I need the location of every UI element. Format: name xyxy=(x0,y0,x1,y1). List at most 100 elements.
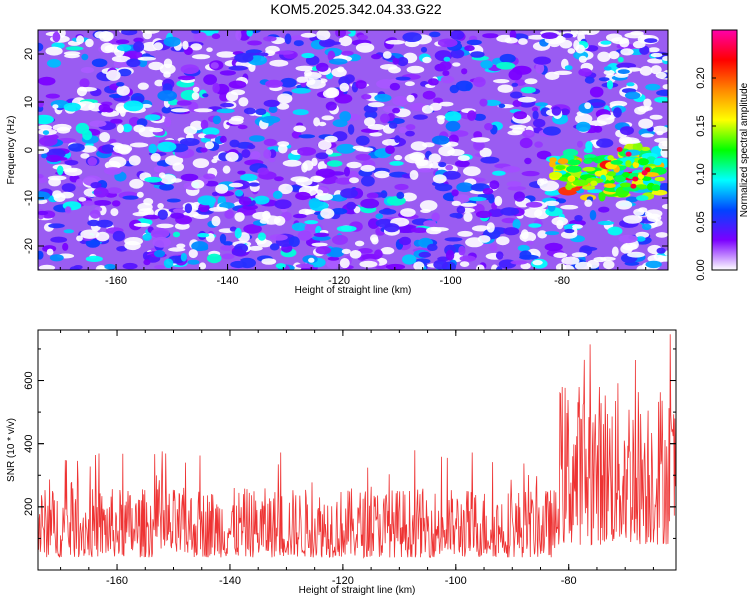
spectrogram-cell xyxy=(645,83,661,91)
spectrogram-cell xyxy=(607,226,623,236)
spectrogram-cell xyxy=(276,103,290,110)
spectrogram-cell xyxy=(261,258,277,265)
spectrogram-cell xyxy=(464,45,475,52)
spectrogram-cell xyxy=(346,201,356,211)
spectrogram-cell xyxy=(354,240,365,247)
spectrogram-cell xyxy=(657,255,668,262)
spectrogram-cell xyxy=(447,149,465,156)
spectrogram-cell xyxy=(531,106,539,112)
spectrogram-cell xyxy=(247,144,256,150)
spectrogram-cell xyxy=(437,38,458,48)
spectrogram-cell xyxy=(360,198,380,209)
spectrogram-cell xyxy=(366,192,379,199)
spectrogram-cell xyxy=(331,67,347,78)
spectrogram-cell xyxy=(561,256,580,265)
snr-panel: -160 -140 -120 -100 -80 200 400 600 Height of … xyxy=(6,329,677,596)
spectrogram-cell xyxy=(652,184,661,191)
spectrogram-cell xyxy=(591,102,605,107)
spectrogram-cell xyxy=(332,234,348,245)
spectrogram-cell xyxy=(654,137,668,143)
spectrogram-cell xyxy=(439,60,452,71)
spectrogram-cell xyxy=(398,126,407,134)
colorbar-tick-label: 0.20 xyxy=(695,67,707,88)
spectrogram-cell xyxy=(330,208,348,215)
spectrogram-cell xyxy=(326,258,340,269)
spectrogram-cell xyxy=(614,175,626,183)
spectrogram-cell xyxy=(625,151,632,157)
spectrogram-cell xyxy=(200,119,209,130)
spectrogram-cell xyxy=(420,46,428,53)
spectrogram-cell xyxy=(340,188,358,199)
spectrogram-cell xyxy=(480,60,493,69)
spectrogram-cell xyxy=(433,97,443,104)
spectrogram-cell xyxy=(133,41,145,53)
spectrogram-cell xyxy=(567,48,576,54)
spectrogram-cell xyxy=(603,260,615,270)
spectrogram-cell xyxy=(112,230,126,242)
spectrogram-cell xyxy=(211,215,221,227)
spectrogram-cell xyxy=(589,210,597,221)
spectrogram-cell xyxy=(419,200,438,212)
spectrogram-cell xyxy=(429,31,441,38)
spectrogram-cell xyxy=(106,69,121,81)
spectrogram-cell xyxy=(191,54,211,60)
spectrogram-cell xyxy=(361,175,375,187)
spectrogram-cell xyxy=(395,76,411,81)
spectrogram-cell xyxy=(557,158,569,165)
spectrogram-cell xyxy=(617,56,624,63)
spectrogram-cell xyxy=(438,161,447,168)
spectrogram-cell xyxy=(142,233,152,241)
spectrogram-cell xyxy=(597,51,611,62)
spectrogram-cell xyxy=(224,209,235,219)
spectrogram-cell xyxy=(274,199,292,209)
spectrogram-cell xyxy=(148,143,157,154)
spectrogram-cell xyxy=(79,78,90,88)
spectrogram-cell xyxy=(626,82,635,87)
spectrogram-cell xyxy=(324,135,338,143)
spectrogram-cell xyxy=(176,243,186,249)
spectrogram-cell xyxy=(624,91,641,100)
spectrogram-cell xyxy=(136,191,144,198)
spectrogram-cell xyxy=(300,32,317,38)
spectrogram-cell xyxy=(524,157,532,165)
spectrogram-cell xyxy=(455,80,473,92)
spectrogram-cell xyxy=(240,173,258,182)
colorbar-tick-label: 0.05 xyxy=(695,211,707,232)
spectrogram-cell xyxy=(116,82,125,87)
spectrogram-cell xyxy=(396,191,405,199)
spectrogram-cell xyxy=(297,147,317,156)
spectrogram-cell xyxy=(517,96,537,103)
spectrogram-cell xyxy=(238,196,252,206)
spectrogram-cell xyxy=(63,102,81,112)
spectrogram-cell xyxy=(144,114,161,121)
spectrogram-cell xyxy=(496,62,516,70)
spectrogram-cell xyxy=(156,223,174,229)
spectrogram-cell xyxy=(644,38,658,43)
spectrogram-cell xyxy=(584,76,595,84)
spectrogram-cell xyxy=(520,229,529,240)
spectrogram-cell xyxy=(346,161,362,169)
spectrogram-cell xyxy=(183,126,198,135)
spectrogram-cell xyxy=(228,182,244,188)
spectrogram-cell xyxy=(476,264,485,270)
spectrogram-cell xyxy=(608,51,620,60)
spectrogram-cell xyxy=(461,68,468,75)
spectrogram-cell xyxy=(506,181,522,187)
spectrogram-cell xyxy=(38,114,54,125)
spectrogram-cell xyxy=(298,134,316,139)
spectrogram-cell xyxy=(355,42,375,53)
spectrogram-cell xyxy=(193,31,207,42)
spectrogram-cell xyxy=(301,52,315,59)
colorbar-ticks: 0.00 0.05 0.10 0.15 0.20 xyxy=(695,67,716,281)
spectrogram-cell xyxy=(580,246,598,251)
spectrogram-cell xyxy=(551,106,562,116)
spectrogram-cell xyxy=(50,236,68,243)
spectrogram-cell xyxy=(154,265,166,269)
spectrogram-cell xyxy=(375,213,384,219)
spectrogram-cell xyxy=(468,196,487,202)
spectrogram-cell xyxy=(85,38,94,48)
spectrogram-cell xyxy=(191,92,200,100)
spectrogram-cell xyxy=(544,189,561,196)
spectrogram-cell xyxy=(117,44,132,52)
